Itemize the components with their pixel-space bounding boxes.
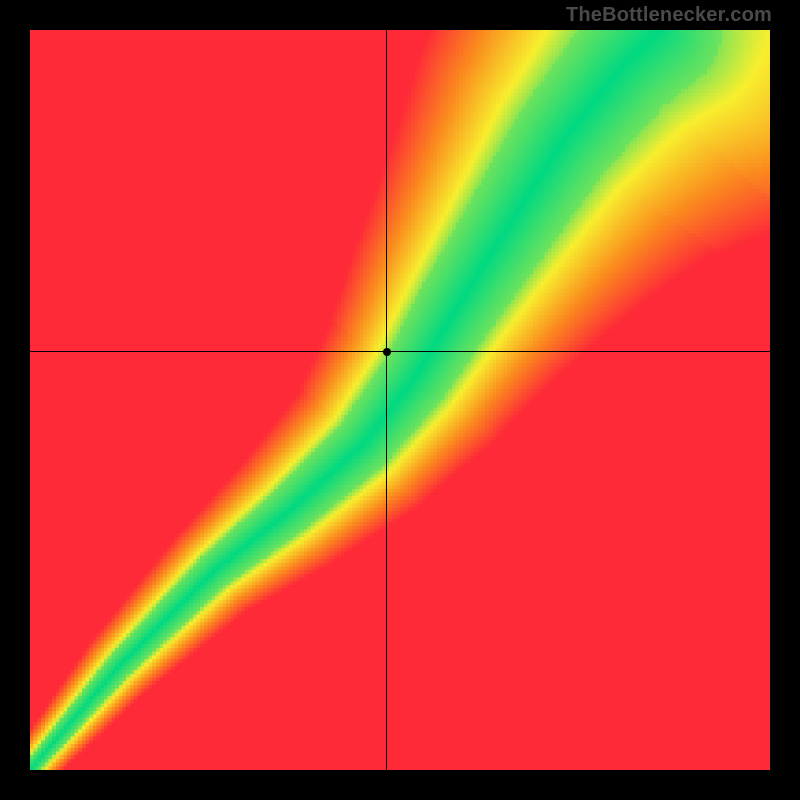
watermark-text: TheBottlenecker.com — [566, 4, 772, 27]
chart-root: TheBottlenecker.com — [0, 0, 800, 800]
crosshair-horizontal — [30, 351, 770, 352]
crosshair-vertical — [386, 30, 387, 770]
plot-area — [30, 30, 770, 770]
crosshair-marker — [383, 348, 391, 356]
heatmap-canvas — [30, 30, 770, 770]
